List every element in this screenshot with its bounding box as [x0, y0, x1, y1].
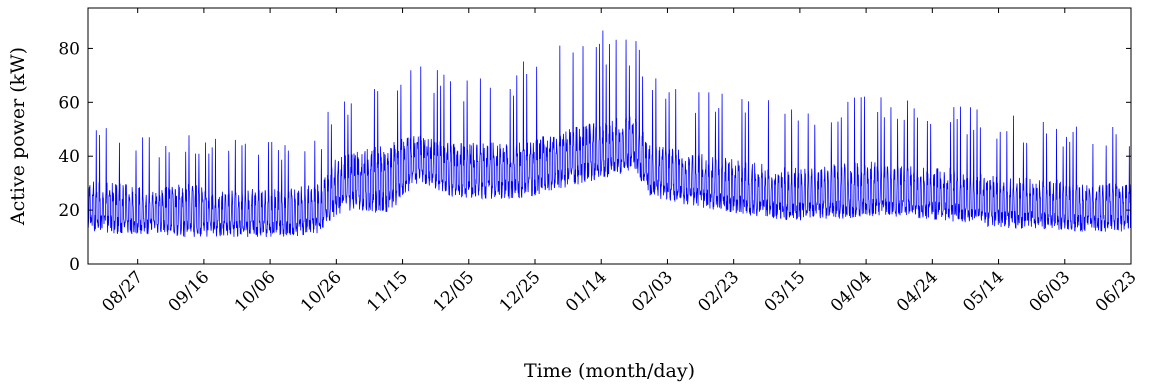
- x-tick-label: 02/23: [694, 267, 743, 316]
- x-tick-label: 04/24: [893, 267, 942, 316]
- x-tick-label: 05/14: [959, 267, 1008, 316]
- active-power-series-line: [87, 30, 1132, 238]
- x-tick-label: 01/14: [562, 267, 611, 316]
- x-tick-label: 06/03: [1026, 267, 1075, 316]
- y-tick-label: 60: [58, 93, 80, 113]
- y-tick-label: 40: [58, 147, 80, 167]
- x-tick-label: 06/23: [1092, 267, 1141, 316]
- plot-area: [87, 30, 1132, 238]
- y-tick-label: 20: [58, 201, 80, 221]
- x-axis-title: Time (month/day): [524, 360, 695, 382]
- y-tick-label: 80: [58, 39, 80, 59]
- x-tick-label: 11/15: [363, 267, 412, 316]
- y-tick-label: 0: [69, 255, 80, 275]
- x-tick-label: 08/27: [98, 267, 147, 316]
- x-tick-label: 04/04: [827, 267, 876, 316]
- y-axis-title: Active power (kW): [7, 47, 29, 226]
- x-tick-label: 03/15: [761, 267, 810, 316]
- x-tick-label: 12/05: [430, 267, 479, 316]
- x-tick-label: 12/25: [496, 267, 545, 316]
- x-tick-label: 09/16: [165, 267, 214, 316]
- x-axis: 08/27 09/16 10/06 10/26 11/15 12/05 12/25 01/14…: [98, 8, 1141, 316]
- x-tick-label: 10/06: [231, 267, 280, 316]
- x-tick-label: 02/03: [628, 267, 677, 316]
- y-axis: 0 20 40 60 80: [58, 39, 1131, 275]
- plot-frame: [87, 7, 1132, 265]
- x-tick-label: 10/26: [297, 267, 346, 316]
